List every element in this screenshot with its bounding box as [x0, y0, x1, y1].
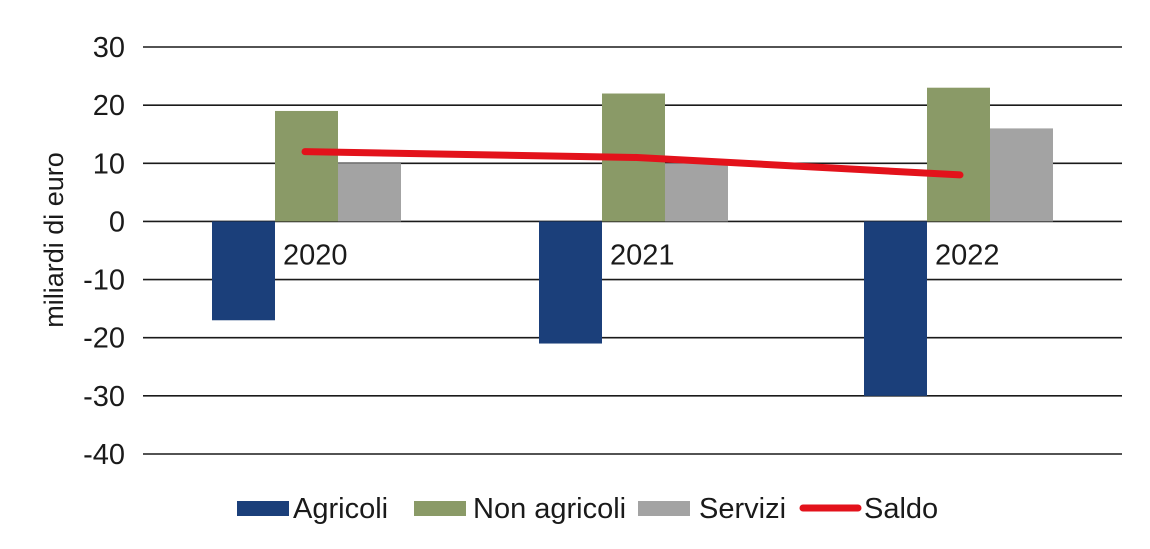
bars: [212, 87, 1053, 396]
y-tick-label: -30: [83, 381, 125, 413]
bar-agricoli: [864, 221, 927, 396]
bar-non-agricoli: [927, 87, 990, 222]
y-tick-label: 0: [109, 206, 125, 238]
y-axis-label: miliardi di euro: [39, 152, 69, 328]
bar-agricoli: [539, 221, 602, 344]
bar-servizi: [338, 163, 401, 222]
y-tick-label: 30: [93, 32, 125, 64]
legend-label: Saldo: [864, 493, 938, 525]
legend-label: Non agricoli: [473, 493, 626, 525]
bar-servizi: [990, 128, 1053, 222]
legend-swatch: [237, 501, 289, 516]
y-tick-label: -20: [83, 323, 125, 355]
legend-label: Servizi: [699, 493, 786, 525]
category-label: 2021: [610, 239, 675, 271]
category-label: 2022: [935, 239, 1000, 271]
legend-label: Agricoli: [293, 493, 388, 525]
legend-swatch: [638, 501, 690, 516]
bar-non-agricoli: [275, 110, 338, 222]
legend: Agricoli Non agricoli Servizi Saldo: [237, 493, 938, 525]
y-tick-label: -10: [83, 265, 125, 297]
bar-servizi: [665, 163, 728, 222]
y-tick-label: -40: [83, 439, 125, 471]
y-tick-label: 10: [93, 148, 125, 180]
legend-swatch: [414, 501, 466, 516]
category-label: 2020: [283, 239, 348, 271]
y-tick-label: 20: [93, 90, 125, 122]
y-tick-labels: 30 20 10 0 -10 -20 -30 -40: [83, 32, 125, 471]
saldo-line: [301, 148, 964, 179]
bar-agricoli: [212, 221, 275, 321]
category-labels: 2020 2021 2022: [283, 239, 1000, 271]
